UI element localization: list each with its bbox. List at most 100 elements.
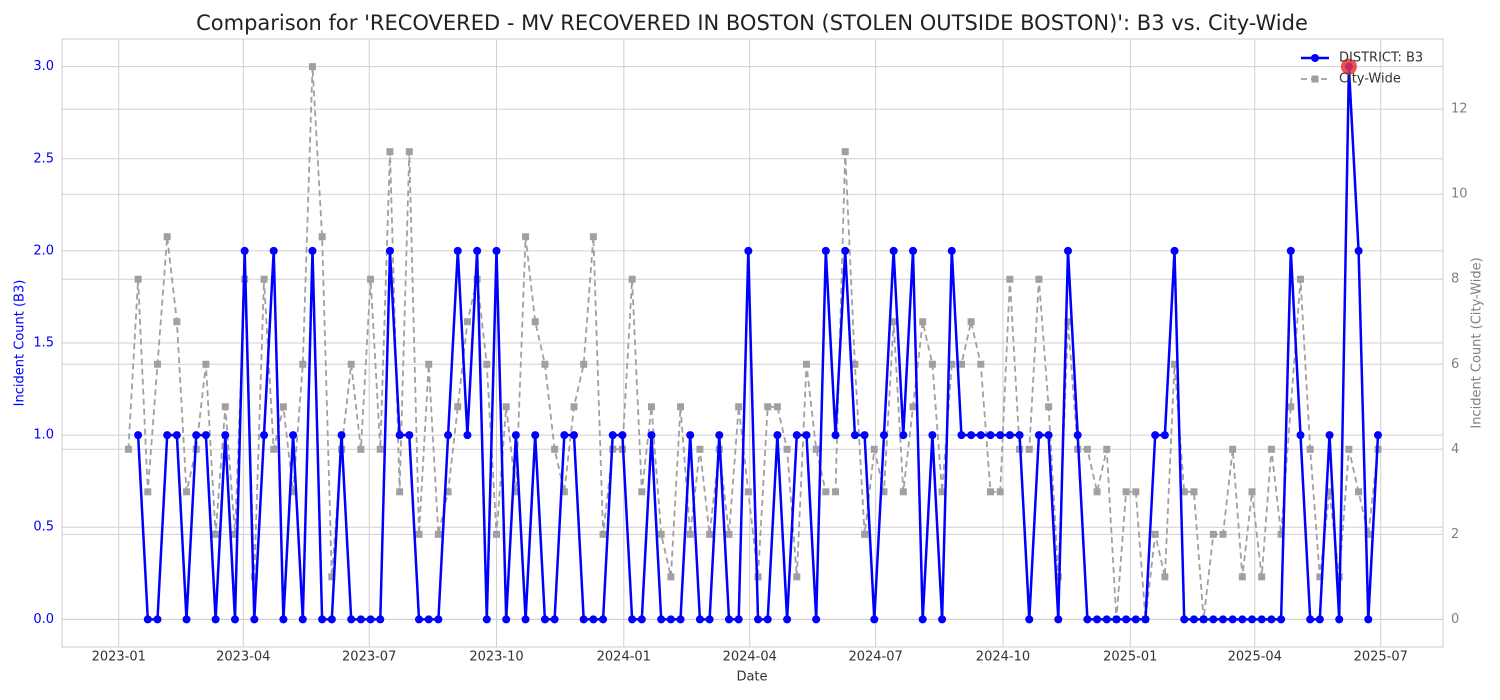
point	[212, 530, 220, 538]
legend: DISTRICT: B3 City-Wide	[1301, 51, 1423, 87]
point	[240, 246, 249, 255]
max-highlight	[1340, 58, 1357, 75]
point	[1306, 445, 1314, 453]
point	[434, 615, 443, 624]
point	[1373, 431, 1382, 440]
x-tick-label: 2023-07	[342, 650, 396, 665]
x-tick-label: 2025-07	[1354, 650, 1408, 665]
point	[453, 246, 462, 255]
point	[967, 318, 975, 326]
point	[289, 431, 298, 440]
point	[405, 431, 414, 440]
point	[1315, 615, 1324, 624]
point	[511, 431, 520, 440]
point	[754, 615, 763, 624]
point	[647, 431, 656, 440]
point	[522, 233, 530, 241]
point	[550, 615, 559, 624]
point	[938, 488, 946, 496]
point	[647, 403, 655, 411]
point	[580, 360, 588, 368]
point	[569, 431, 578, 440]
point	[260, 431, 269, 440]
point	[695, 615, 704, 624]
point	[182, 615, 191, 624]
point	[134, 275, 142, 283]
point	[706, 530, 714, 538]
point	[1132, 488, 1140, 496]
point	[454, 403, 462, 411]
point	[957, 360, 965, 368]
point	[638, 488, 646, 496]
point	[1238, 615, 1247, 624]
point	[686, 530, 694, 538]
point	[967, 431, 976, 440]
point	[1345, 445, 1353, 453]
point	[1325, 431, 1334, 440]
y-tick-label: 2.5	[33, 151, 54, 166]
point	[163, 431, 172, 440]
point	[540, 615, 549, 624]
point	[919, 318, 927, 326]
point	[463, 431, 472, 440]
point	[599, 615, 608, 624]
point	[192, 431, 201, 440]
point	[356, 615, 365, 624]
point	[861, 530, 869, 538]
point	[531, 431, 540, 440]
point	[1054, 615, 1063, 624]
point	[1131, 615, 1140, 624]
y-tick-label: 0.0	[33, 612, 54, 627]
point	[367, 275, 375, 283]
point	[1316, 573, 1324, 581]
point	[434, 530, 442, 538]
point	[870, 615, 879, 624]
point	[812, 445, 820, 453]
x-tick-label: 2023-10	[469, 650, 523, 665]
point	[492, 246, 501, 255]
point	[483, 360, 491, 368]
point	[1151, 431, 1160, 440]
point	[1296, 275, 1304, 283]
point	[589, 615, 598, 624]
point	[560, 431, 569, 440]
point	[899, 431, 908, 440]
point	[425, 360, 433, 368]
point	[347, 360, 355, 368]
point	[1189, 615, 1198, 624]
point	[879, 431, 888, 440]
point	[744, 488, 752, 496]
point	[134, 431, 143, 440]
point	[667, 573, 675, 581]
x-tick-label: 2024-04	[723, 650, 777, 665]
point	[1083, 615, 1092, 624]
legend-marker	[1311, 54, 1319, 62]
point	[1326, 488, 1334, 496]
y2-tick-label: 0	[1451, 612, 1459, 627]
point	[987, 488, 995, 496]
point	[792, 431, 801, 440]
point	[608, 431, 617, 440]
point	[918, 615, 927, 624]
point	[1277, 530, 1285, 538]
x-tick-label: 2024-10	[976, 650, 1030, 665]
point	[841, 148, 849, 156]
point	[143, 615, 152, 624]
y-tick-label: 3.0	[33, 59, 54, 74]
point	[1093, 615, 1102, 624]
point	[1141, 615, 1150, 624]
legend-marker	[1311, 75, 1319, 83]
point	[928, 360, 936, 368]
point	[715, 431, 724, 440]
x-tick-label: 2025-04	[1228, 650, 1282, 665]
point	[734, 615, 743, 624]
point	[1151, 530, 1159, 538]
point	[289, 488, 297, 496]
point	[996, 431, 1005, 440]
point	[1335, 615, 1344, 624]
point	[1180, 615, 1189, 624]
point	[860, 431, 869, 440]
point	[270, 445, 278, 453]
point	[1034, 431, 1043, 440]
point	[153, 615, 162, 624]
